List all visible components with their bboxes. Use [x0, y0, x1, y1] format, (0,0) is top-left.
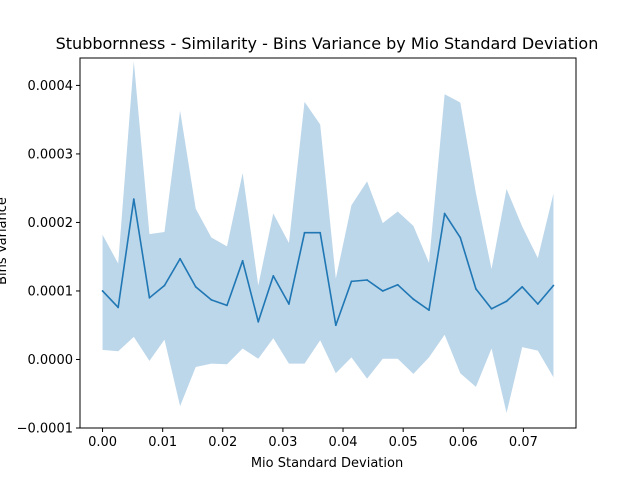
data-point — [536, 303, 539, 305]
data-point — [226, 304, 228, 307]
data-point — [319, 231, 322, 234]
data-point — [443, 212, 446, 215]
data-point — [505, 300, 508, 303]
chart-title: Stubbornness - Similarity - Bins Varianc… — [56, 34, 599, 53]
data-point — [428, 309, 430, 312]
x-tick-label: 0.07 — [509, 435, 538, 450]
data-point — [179, 257, 182, 260]
plot-frame — [79, 57, 577, 429]
data-point — [381, 290, 384, 292]
y-tick-label: −0.0001 — [17, 422, 73, 437]
data-point — [241, 259, 244, 262]
data-point — [288, 303, 290, 305]
x-tick-label: 0.03 — [268, 435, 297, 450]
x-tick-label: 0.00 — [88, 435, 117, 450]
x-tick-label: 0.05 — [389, 435, 418, 450]
y-tick-label: 0.0001 — [28, 284, 74, 299]
x-tick-label: 0.06 — [449, 435, 478, 450]
y-tick-label: 0.0004 — [28, 79, 74, 94]
x-axis-label: Mio Standard Deviation — [251, 456, 403, 471]
data-point — [396, 283, 399, 286]
data-point — [334, 324, 337, 327]
data-point — [459, 236, 462, 239]
data-point — [350, 280, 353, 283]
x-axis: 0.00 0.01 0.02 0.03 0.04 0.05 0.06 0.07 — [88, 428, 538, 450]
plot-area — [101, 61, 555, 413]
series-line — [101, 198, 555, 327]
y-tick-label: 0.0003 — [28, 147, 74, 162]
x-tick-label: 0.04 — [329, 435, 358, 450]
data-point — [552, 284, 555, 287]
data-point — [148, 296, 151, 299]
data-point — [163, 284, 166, 287]
data-point — [117, 306, 120, 309]
y-axis: −0.0001 0.0000 0.0001 0.0002 0.0003 0.0004 — [17, 79, 80, 437]
data-point — [366, 279, 368, 281]
data-point — [303, 231, 306, 234]
y-tick-label: 0.0002 — [28, 216, 74, 231]
x-tick-label: 0.01 — [148, 435, 177, 450]
confidence-band — [102, 61, 554, 413]
data-point — [272, 274, 275, 277]
data-point — [412, 298, 415, 301]
x-tick-label: 0.02 — [208, 435, 237, 450]
data-point — [257, 320, 260, 323]
y-tick-label: 0.0000 — [28, 353, 74, 368]
data-point — [132, 198, 135, 201]
data-point — [490, 307, 493, 310]
data-point — [101, 290, 104, 292]
y-axis-label: Bins Variance — [0, 197, 10, 285]
data-point — [194, 285, 197, 288]
data-point — [475, 288, 477, 290]
data-point — [521, 285, 524, 288]
data-point — [210, 298, 213, 301]
